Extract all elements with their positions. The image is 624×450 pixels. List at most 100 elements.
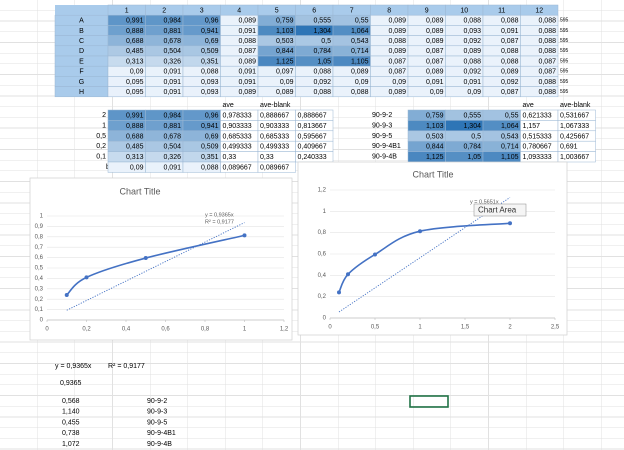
plate-cell: 0,089 xyxy=(388,89,406,96)
table-cell: 0,595667 xyxy=(298,133,327,140)
plate-cell: 0,509 xyxy=(201,48,219,55)
column-header: 8 xyxy=(387,7,391,14)
plate-cell: 0,089 xyxy=(276,89,294,96)
summary-r2: R² = 0,9177 xyxy=(108,363,145,370)
y-tick-label: 0,5 xyxy=(35,266,44,272)
plate-cell: 0,097 xyxy=(276,69,294,76)
result-name: 90-9-5 xyxy=(147,419,167,426)
result-value: 0,568 xyxy=(62,398,80,405)
plate-cell: 0,089 xyxy=(426,69,444,76)
table-cell: 0,759 xyxy=(426,113,444,120)
plate-cell: 0,543 xyxy=(351,38,369,45)
plate-cell: 0,5 xyxy=(321,38,331,45)
plate-cell: 0,784 xyxy=(313,48,331,55)
table-cell: 0,984 xyxy=(163,113,181,120)
point xyxy=(84,275,89,280)
point xyxy=(242,233,247,238)
table-cell-bg xyxy=(557,151,596,163)
plate-cell: 0,089 xyxy=(426,28,444,35)
row-note: 595 xyxy=(560,38,569,44)
plate-cell: 0,088 xyxy=(388,38,406,45)
plate-cell: 0,55 xyxy=(355,18,369,25)
x-tick-label: 2 xyxy=(508,325,512,331)
plate-cell: 0,095 xyxy=(126,79,144,86)
row-label: 2 xyxy=(102,112,106,119)
plate-cell: 0,093 xyxy=(201,89,219,96)
plate-cell: 0,088 xyxy=(538,18,556,25)
plate-cell: 0,089 xyxy=(238,18,256,25)
table-cell: 0,688 xyxy=(126,133,144,140)
table-cell: 0,881 xyxy=(163,123,181,130)
row-note: 595 xyxy=(560,58,569,64)
plate-cell: 0,088 xyxy=(501,58,519,65)
table-cell: 0,240333 xyxy=(298,154,327,161)
plate-cell: 0,941 xyxy=(201,28,219,35)
plate-cell: 0,69 xyxy=(205,38,219,45)
result-name: 90-9-4B1 xyxy=(147,430,176,437)
x-tick-label: 1,5 xyxy=(461,325,470,331)
table-cell: 1,304 xyxy=(463,123,481,130)
table-cell: 0,978333 xyxy=(223,113,252,120)
row-note: 595 xyxy=(560,48,569,54)
point xyxy=(508,221,512,226)
column-header: 12 xyxy=(535,7,543,14)
plate-cell: 0,555 xyxy=(313,18,331,25)
row-label: 0,2 xyxy=(96,143,106,150)
tooltip: Chart Area xyxy=(478,206,517,215)
plate-cell: 0,091 xyxy=(163,79,181,86)
column-header: ave-blank xyxy=(260,102,291,109)
row-label: 90-9-5 xyxy=(372,133,392,140)
plate-cell: 0,688 xyxy=(126,38,144,45)
plate-cell: 0,088 xyxy=(538,48,556,55)
plate-cell: 0,087 xyxy=(388,69,406,76)
table-cell: 0,499333 xyxy=(260,144,289,151)
plate-cell: 0,09 xyxy=(130,69,144,76)
plate-cell: 0,881 xyxy=(163,28,181,35)
plate-cell: 0,888 xyxy=(126,28,144,35)
selected-cell[interactable] xyxy=(409,395,449,408)
y-tick-label: 0,2 xyxy=(35,297,44,303)
plate-cell: 0,089 xyxy=(351,69,369,76)
table-cell: 0,504 xyxy=(163,144,181,151)
y-tick-label: 0,3 xyxy=(35,286,44,292)
plate-cell: 0,088 xyxy=(538,38,556,45)
table-cell: 0,089667 xyxy=(260,165,289,172)
table-cell: 1,105 xyxy=(501,154,519,161)
plate-cell: 0,088 xyxy=(463,58,481,65)
table-cell: 0,888 xyxy=(126,123,144,130)
x-tick-label: 1 xyxy=(243,327,247,333)
table-cell: 0,33 xyxy=(260,154,274,161)
chart-area xyxy=(29,177,293,341)
column-header: 6 xyxy=(312,7,316,14)
y-tick-label: 0 xyxy=(40,318,44,324)
trendline-r2: R² = 0,9177 xyxy=(205,219,234,225)
table-cell: 0,091 xyxy=(163,165,181,172)
plate-cell: 0,093 xyxy=(201,79,219,86)
plate-cell: 1,125 xyxy=(276,58,294,65)
table-cell: 0,96 xyxy=(205,113,219,120)
plate-cell: 0,091 xyxy=(238,79,256,86)
table-cell: 0,780667 xyxy=(523,144,552,151)
table-cell: 0,088 xyxy=(201,165,219,172)
plate-cell: 0,089 xyxy=(463,48,481,55)
x-tick-label: 0,2 xyxy=(82,327,91,333)
plate-cell: 0,088 xyxy=(538,28,556,35)
table-cell: 0,941 xyxy=(201,123,219,130)
y-tick-label: 0,6 xyxy=(318,252,327,258)
column-header: 4 xyxy=(237,7,241,14)
column-header: 5 xyxy=(275,7,279,14)
result-name: 90-9-4B xyxy=(147,441,172,448)
y-tick-label: 1 xyxy=(323,209,327,215)
row-header: D xyxy=(79,48,84,55)
table-cell: 0,903333 xyxy=(260,123,289,130)
column-header: 3 xyxy=(200,7,204,14)
result-value: 0,455 xyxy=(62,419,80,426)
plate-cell: 0,091 xyxy=(163,69,181,76)
column-header: ave-blank xyxy=(560,102,591,109)
table-cell: 0,678 xyxy=(163,133,181,140)
table-cell: 1,003667 xyxy=(560,154,589,161)
plate-cell: 0,09 xyxy=(355,79,369,86)
plate-cell: 0,087 xyxy=(388,58,406,65)
plate-cell: 0,092 xyxy=(501,79,519,86)
y-tick-label: 0,9 xyxy=(35,224,44,230)
